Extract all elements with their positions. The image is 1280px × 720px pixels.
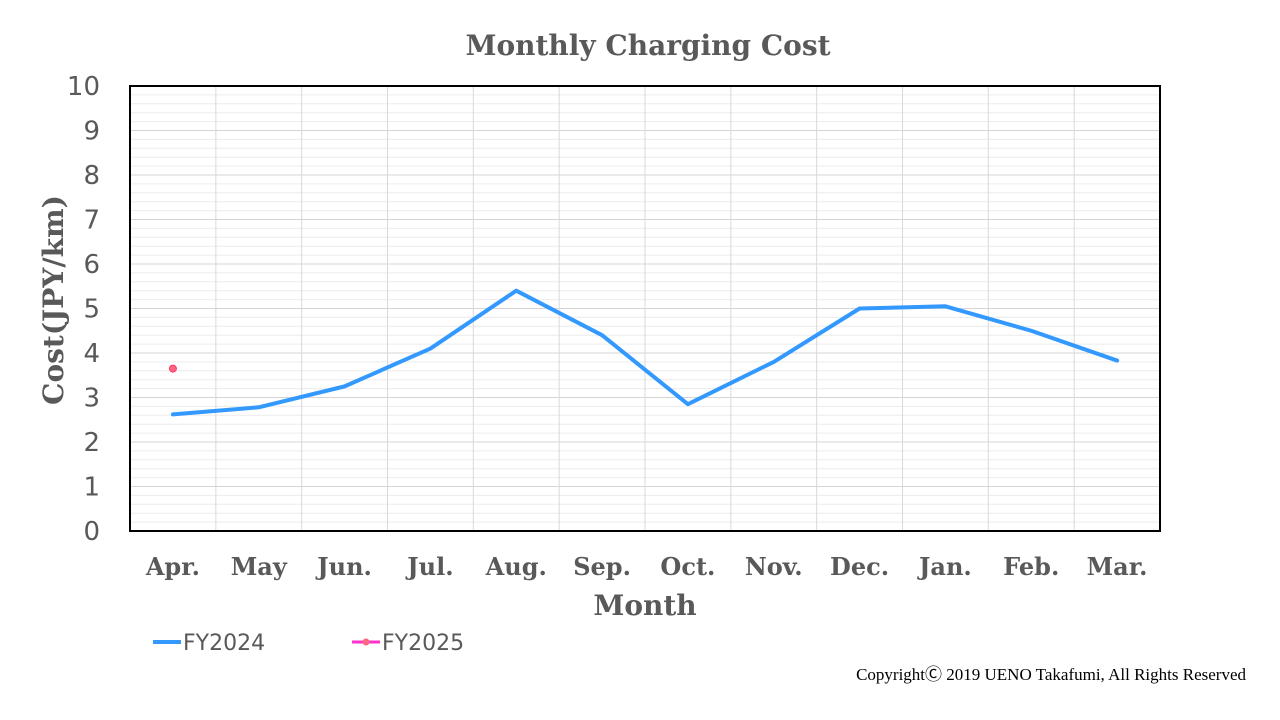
legend-marker-fy2025 xyxy=(362,638,370,646)
x-tick-label: Sep. xyxy=(573,552,631,581)
x-tick-label: Jul. xyxy=(405,552,453,581)
x-tick-label: Feb. xyxy=(1003,552,1059,581)
y-axis-ticks: 0 1 2 3 4 5 6 7 8 9 10 xyxy=(67,72,100,547)
y-tick-label: 5 xyxy=(83,295,100,325)
x-axis-ticks: Apr. May Jun. Jul. Aug. Sep. Oct. Nov. Dec. Jan. F… xyxy=(145,552,1148,581)
x-tick-label: Mar. xyxy=(1087,552,1148,581)
plot-area-border xyxy=(129,85,1161,532)
series-layer xyxy=(168,288,1120,417)
y-tick-label: 3 xyxy=(83,384,100,414)
legend-entry-fy2025: FY2025 xyxy=(352,631,464,656)
y-tick-label: 1 xyxy=(83,473,100,503)
x-tick-label: Jan. xyxy=(917,552,972,581)
y-tick-label: 7 xyxy=(83,206,100,236)
series-line-fy2024 xyxy=(170,288,1120,417)
legend-label-fy2025: FY2025 xyxy=(382,631,464,656)
y-tick-label: 4 xyxy=(83,339,100,369)
legend: FY2024 FY2025 xyxy=(153,631,464,656)
copyright-notice: CopyrightⒸ 2019 UENO Takafumi, All Right… xyxy=(856,665,1246,684)
x-axis-label: Month xyxy=(593,589,696,622)
data-point-fy2025 xyxy=(168,364,177,373)
x-tick-label: Oct. xyxy=(660,552,715,581)
y-tick-label: 0 xyxy=(83,517,100,547)
legend-label-fy2024: FY2024 xyxy=(183,631,265,656)
legend-entry-fy2024: FY2024 xyxy=(153,631,265,656)
y-tick-label: 6 xyxy=(83,250,100,280)
x-tick-label: Nov. xyxy=(745,552,803,581)
chart-title: Monthly Charging Cost xyxy=(465,29,830,62)
y-tick-label: 9 xyxy=(83,117,100,147)
x-tick-label: Dec. xyxy=(830,552,889,581)
x-tick-label: Aug. xyxy=(485,552,547,581)
y-tick-label: 10 xyxy=(67,72,100,102)
x-tick-label: Apr. xyxy=(145,552,200,581)
x-tick-label: May xyxy=(231,552,288,581)
y-tick-label: 2 xyxy=(83,428,100,458)
x-tick-label: Jun. xyxy=(315,552,372,581)
y-tick-label: 8 xyxy=(83,161,100,191)
y-axis-label: Cost(JPY/km) xyxy=(37,195,70,405)
